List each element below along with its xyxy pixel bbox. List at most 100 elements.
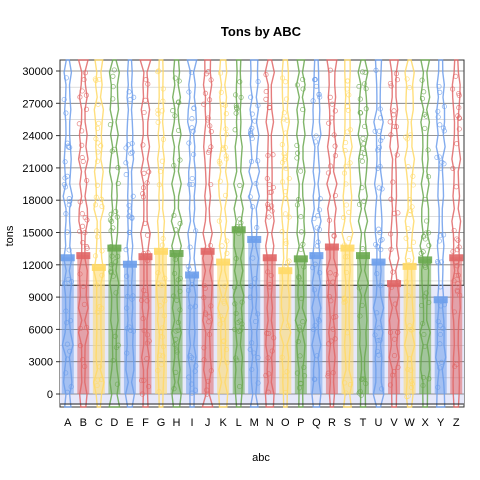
point-H: [173, 328, 179, 334]
point-J: [208, 303, 214, 309]
point-Y: [435, 114, 441, 120]
point-I: [190, 128, 196, 134]
point-A: [63, 308, 69, 314]
point-L: [234, 106, 240, 112]
point-Y: [435, 108, 441, 114]
point-S: [341, 299, 347, 306]
point-W: [407, 246, 413, 253]
point-D: [110, 73, 116, 79]
bar-S: [341, 247, 354, 394]
point-F: [140, 194, 147, 200]
bar-cap-G: [154, 247, 168, 255]
violin-C: [92, 59, 105, 408]
x-tick-label-R: R: [328, 417, 336, 429]
violin-A: [61, 59, 74, 408]
point-G: [159, 158, 165, 164]
point-O: [283, 196, 289, 202]
point-A: [64, 389, 70, 395]
point-R: [332, 143, 338, 149]
point-O: [283, 130, 289, 136]
point-O: [281, 110, 287, 116]
point-P: [298, 280, 304, 286]
point-U: [378, 283, 384, 289]
point-G: [157, 352, 163, 358]
y-tick-label: 3000: [29, 357, 53, 369]
point-M: [249, 111, 255, 117]
y-tick-label: 24000: [22, 131, 53, 143]
point-Y: [435, 318, 441, 324]
x-tick-label-H: H: [173, 417, 181, 429]
point-Y: [441, 103, 447, 110]
point-L: [232, 225, 239, 231]
point-C: [94, 182, 100, 188]
x-tick-label-C: C: [95, 417, 103, 429]
point-F: [143, 77, 149, 83]
point-G: [159, 334, 165, 340]
point-Y: [438, 303, 444, 309]
point-K: [223, 153, 229, 159]
violin-R: [325, 59, 338, 408]
point-X: [420, 375, 426, 381]
point-W: [410, 182, 416, 188]
point-L: [236, 230, 242, 237]
point-G: [155, 69, 161, 75]
point-W: [403, 235, 409, 241]
point-O: [282, 79, 289, 85]
point-D: [114, 381, 120, 387]
x-tick-label-Q: Q: [312, 417, 321, 429]
point-H: [172, 342, 178, 348]
point-B: [79, 142, 85, 148]
point-S: [341, 242, 348, 248]
point-A: [62, 280, 68, 287]
point-Y: [437, 89, 443, 95]
point-F: [138, 378, 145, 384]
point-O: [286, 258, 292, 264]
point-P: [295, 197, 301, 203]
point-Y: [440, 325, 446, 331]
point-W: [403, 134, 409, 140]
point-B: [84, 245, 90, 251]
point-Y: [438, 259, 445, 265]
point-J: [206, 331, 213, 338]
point-T: [356, 84, 362, 90]
violin-E: [124, 59, 136, 408]
point-G: [155, 111, 161, 117]
bar-cap-K: [216, 258, 231, 266]
point-Z: [454, 287, 460, 293]
point-U: [377, 106, 383, 112]
point-C: [92, 253, 99, 259]
point-J: [206, 314, 212, 320]
point-M: [250, 204, 256, 210]
point-W: [403, 279, 410, 285]
point-G: [156, 68, 162, 74]
point-K: [222, 144, 228, 151]
point-X: [421, 89, 427, 95]
point-O: [279, 75, 286, 81]
point-H: [171, 386, 177, 392]
point-R: [331, 314, 337, 320]
point-N: [263, 89, 269, 95]
point-I: [192, 303, 198, 309]
point-X: [422, 236, 428, 242]
point-N: [267, 284, 273, 290]
point-S: [342, 299, 348, 305]
point-C: [99, 272, 105, 278]
y-tick-label: 6000: [29, 324, 53, 336]
point-L: [232, 301, 238, 307]
point-X: [426, 230, 432, 236]
point-B: [77, 271, 83, 277]
point-R: [333, 272, 339, 278]
violin-V: [388, 59, 400, 408]
point-H: [171, 212, 177, 219]
point-O: [282, 211, 289, 217]
point-P: [294, 202, 300, 208]
point-F: [140, 185, 147, 191]
point-A: [61, 96, 67, 103]
point-B: [77, 325, 83, 332]
point-D: [110, 357, 116, 364]
point-C: [94, 234, 101, 240]
point-S: [343, 202, 350, 208]
bar-A: [61, 257, 74, 394]
point-R: [329, 115, 335, 121]
point-H: [176, 127, 182, 133]
